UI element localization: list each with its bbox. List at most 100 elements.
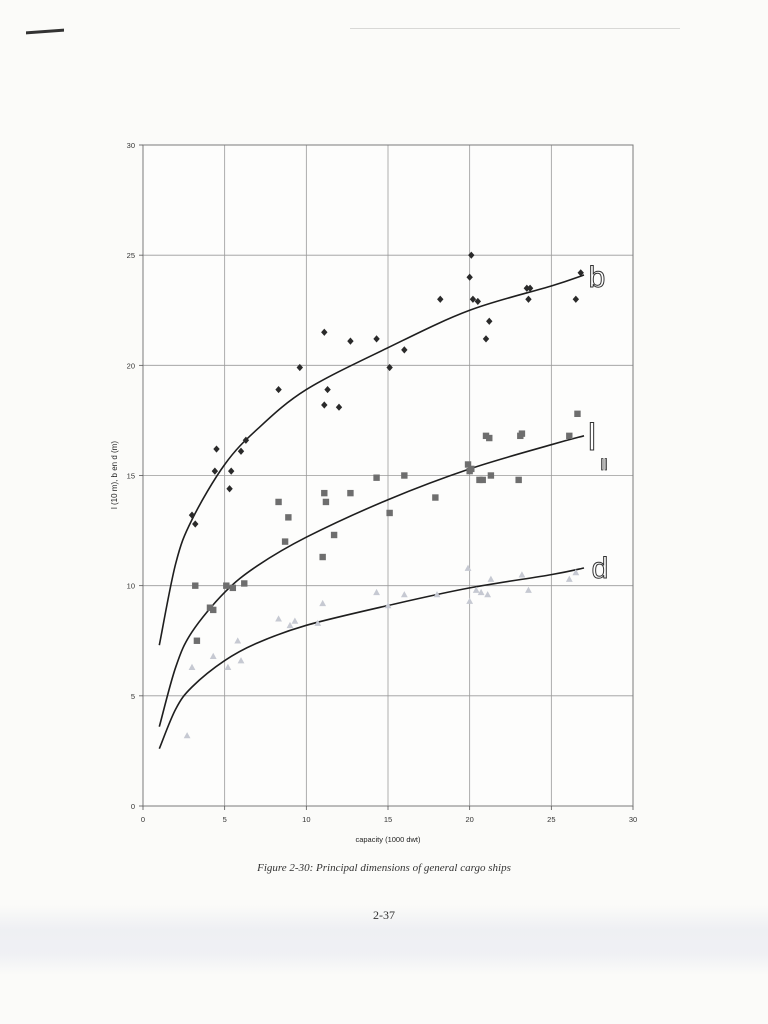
x-tick-label: 10 <box>302 815 310 824</box>
data-point-b <box>572 295 580 303</box>
data-point-d <box>275 615 282 622</box>
data-point-l <box>518 430 526 437</box>
data-point-b <box>373 335 380 343</box>
data-point-b <box>275 385 282 394</box>
trend-lines <box>158 274 585 750</box>
data-point-l <box>347 489 354 497</box>
data-point-l <box>192 582 199 589</box>
data-point-l <box>574 410 581 418</box>
data-point-b <box>296 363 303 372</box>
data-point-b <box>386 363 393 372</box>
y-tick-label: 30 <box>127 141 135 150</box>
y-tick-label: 20 <box>127 361 135 370</box>
data-point-l <box>319 553 326 561</box>
data-point-d <box>234 637 242 644</box>
data-point-l <box>275 498 282 506</box>
data-point-b <box>401 346 408 354</box>
data-point-d <box>373 588 380 596</box>
data-point-b <box>525 295 532 303</box>
data-point-d <box>319 599 327 607</box>
data-point-b <box>482 335 490 343</box>
data-point-l <box>486 434 493 442</box>
data-point-b <box>523 284 531 292</box>
x-tick-label: 20 <box>465 815 473 824</box>
data-point-d <box>209 652 217 659</box>
data-point-b <box>347 337 354 345</box>
data-point-b <box>468 251 475 259</box>
data-point-l <box>386 509 393 517</box>
data-point-b <box>213 445 220 453</box>
x-tick-label: 15 <box>384 815 392 824</box>
x-tick-label: 25 <box>547 815 555 824</box>
data-point-l <box>401 472 408 479</box>
y-axis-label: l (10 m), b en d (m) <box>110 441 119 509</box>
data-point-d <box>464 564 472 571</box>
x-tick-label: 5 <box>223 815 227 824</box>
data-point-b <box>188 511 196 519</box>
scan-artifact-band <box>0 905 768 975</box>
data-point-d <box>487 575 495 582</box>
data-point-b <box>211 467 219 475</box>
series-label-l: l <box>588 417 596 459</box>
data-point-d <box>314 619 322 626</box>
data-point-l <box>210 606 217 614</box>
data-point-d <box>433 591 441 598</box>
data-point-b <box>237 447 245 455</box>
data-point-b <box>321 401 328 409</box>
data-point-d <box>183 732 191 739</box>
y-tick-label: 10 <box>127 582 135 591</box>
x-tick-label: 30 <box>629 815 637 824</box>
trend-line-b <box>158 274 585 646</box>
data-point-l <box>281 538 289 545</box>
data-point-l <box>566 432 573 440</box>
data-point-b <box>437 295 444 303</box>
data-point-b <box>324 385 331 394</box>
data-point-l <box>373 474 380 481</box>
scan-artifact-line <box>350 28 680 29</box>
y-tick-label: 0 <box>131 802 135 811</box>
data-point-l <box>285 514 292 521</box>
data-point-l <box>476 476 483 484</box>
y-tick-label: 5 <box>131 692 135 701</box>
data-point-l <box>479 476 486 484</box>
data-point-l <box>321 489 328 497</box>
data-point-l <box>468 465 475 473</box>
data-point-d <box>224 663 232 670</box>
data-point-d <box>237 657 245 664</box>
page-number: 2-37 <box>373 908 395 922</box>
data-point-d <box>572 569 580 576</box>
trend-line-l <box>158 435 585 727</box>
data-point-b <box>226 485 233 493</box>
trend-line-d <box>158 567 585 750</box>
data-point-d <box>384 602 392 609</box>
data-point-b <box>469 295 477 303</box>
data-point-l <box>487 472 495 479</box>
data-point-d <box>472 586 480 593</box>
data-point-l <box>241 580 248 587</box>
data-point-d <box>518 571 526 578</box>
data-point-b <box>335 403 343 411</box>
data-point-l <box>229 584 237 592</box>
data-point-b <box>474 297 482 306</box>
data-point-l <box>223 582 230 589</box>
data-point-l <box>322 498 330 506</box>
data-point-l <box>330 531 338 539</box>
data-point-d <box>484 591 492 598</box>
data-point-d <box>188 663 196 670</box>
tick-labels: 0 5 10 15 20 25 30 0 5 10 15 20 25 30 <box>127 141 638 824</box>
series-labels: b l d ll <box>587 261 609 586</box>
data-point-d <box>400 591 408 598</box>
data-point-d <box>525 586 532 593</box>
data-point-l <box>464 461 472 468</box>
data-points <box>183 251 584 739</box>
figure-caption: Figure 2-30: Principal dimensions of gen… <box>257 862 511 874</box>
series-label-l-sub: ll <box>600 457 607 474</box>
data-point-d <box>291 617 299 624</box>
x-axis-label: capacity (1000 dwt) <box>355 835 421 844</box>
data-point-l <box>206 604 214 611</box>
data-point-d <box>477 588 485 596</box>
data-point-l <box>515 476 522 484</box>
data-point-d <box>565 575 573 582</box>
data-point-b <box>242 436 250 444</box>
